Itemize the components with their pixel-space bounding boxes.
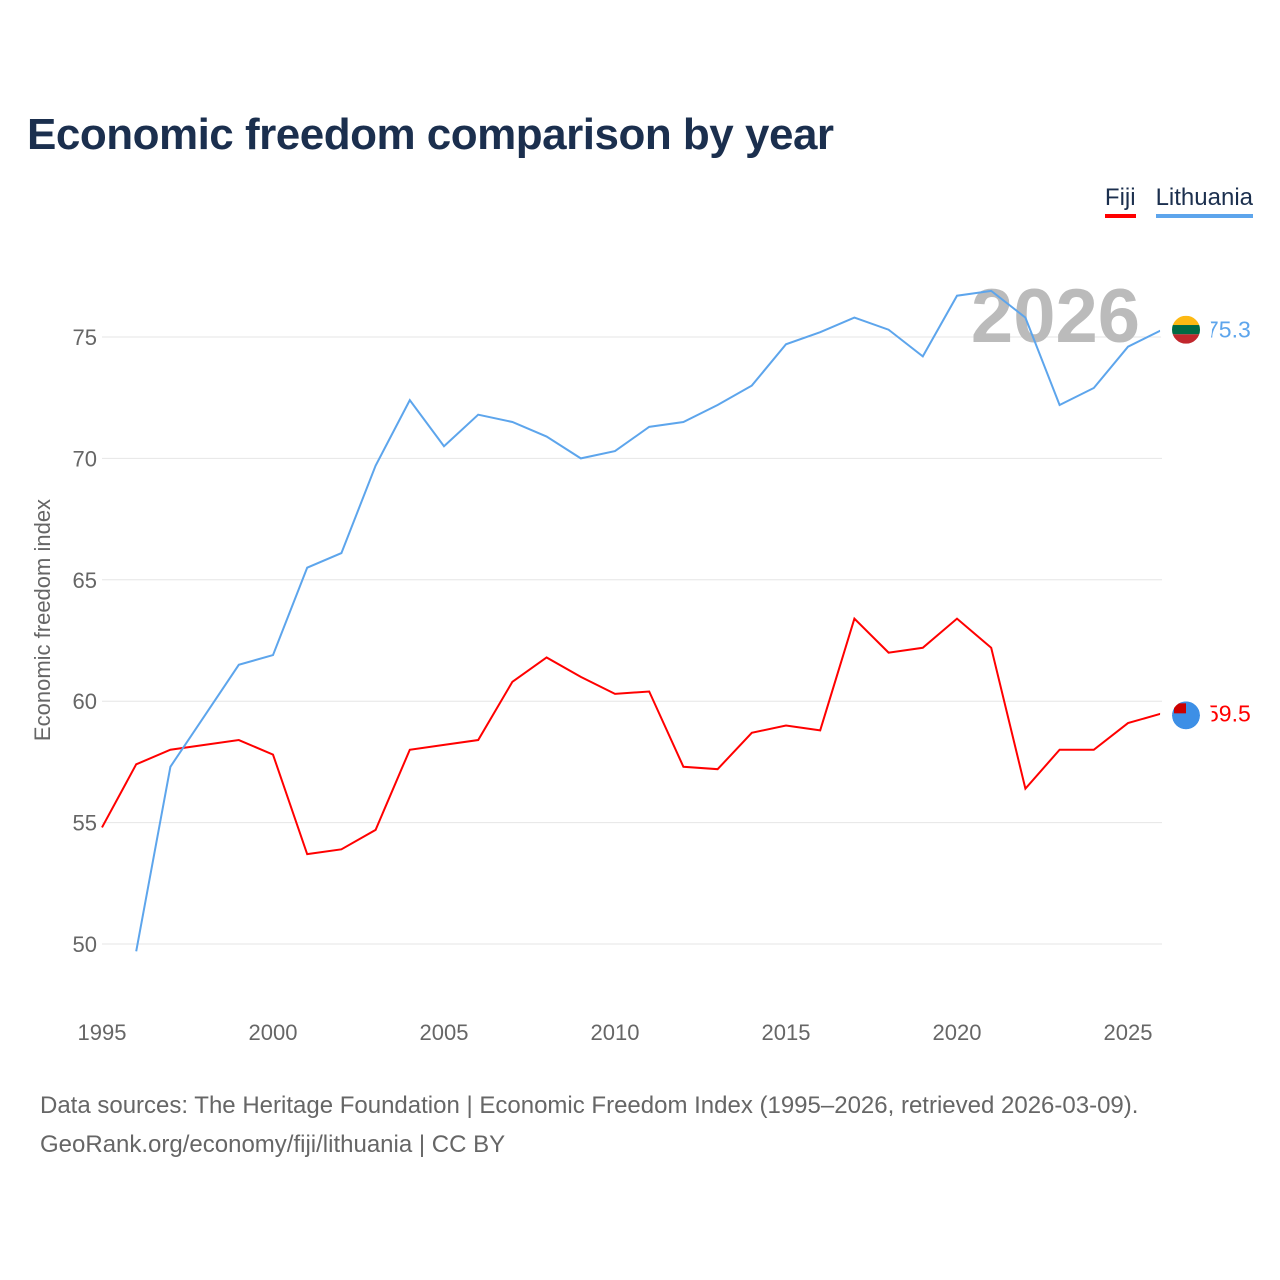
y-tick-label: 75 bbox=[73, 325, 97, 350]
y-tick-label: 70 bbox=[73, 446, 97, 471]
flag-lithuania-icon bbox=[1172, 334, 1200, 344]
x-tick-label: 2025 bbox=[1104, 1020, 1153, 1045]
end-value-label: 75.3 bbox=[1206, 317, 1251, 343]
x-tick-label: 2020 bbox=[933, 1020, 982, 1045]
x-tick-label: 2010 bbox=[591, 1020, 640, 1045]
source-link[interactable]: GeoRank.org/economy/fiji/lithuania | CC … bbox=[40, 1131, 506, 1158]
y-tick-label: 50 bbox=[73, 932, 97, 957]
flag-ring bbox=[1160, 689, 1212, 742]
x-tick-label: 2005 bbox=[420, 1020, 469, 1045]
end-value-label: 59.5 bbox=[1206, 700, 1251, 726]
legend: Fiji Lithuania bbox=[1104, 184, 1253, 218]
flag-fiji-icon bbox=[1174, 703, 1186, 714]
series-line-lithuania bbox=[135, 289, 1163, 952]
legend-lithuania[interactable]: Lithuania bbox=[1155, 184, 1253, 218]
y-tick-label: 55 bbox=[73, 811, 97, 836]
series-line-fiji bbox=[101, 616, 1163, 856]
flag-lithuania-icon bbox=[1172, 325, 1200, 335]
footer: Data sources: The Heritage Foundation | … bbox=[40, 1086, 1138, 1164]
flag-ring bbox=[1160, 303, 1212, 356]
x-tick-label: 2015 bbox=[762, 1020, 811, 1045]
chart-title: Economic freedom comparison by year bbox=[27, 110, 834, 159]
year-watermark: 2026 bbox=[971, 274, 1140, 359]
x-tick-label: 1995 bbox=[78, 1020, 127, 1045]
y-tick-label: 60 bbox=[73, 689, 97, 714]
x-tick-label: 2000 bbox=[249, 1020, 298, 1045]
flag-lithuania-icon bbox=[1172, 315, 1200, 326]
y-tick-label: 65 bbox=[73, 568, 97, 593]
legend-fiji[interactable]: Fiji bbox=[1104, 184, 1136, 218]
y-axis-label: Economic freedom index bbox=[30, 499, 55, 741]
source-note: Data sources: The Heritage Foundation | … bbox=[40, 1092, 1139, 1119]
